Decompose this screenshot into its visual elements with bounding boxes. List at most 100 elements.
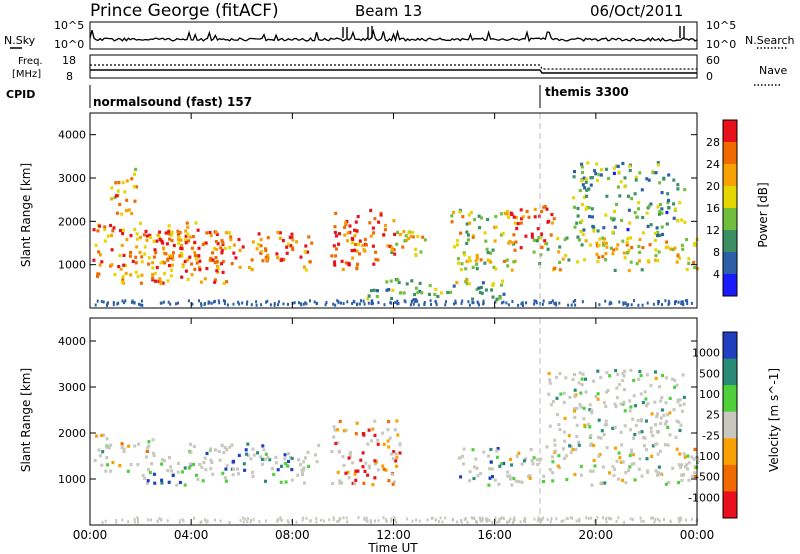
data-cell <box>281 239 285 243</box>
data-cell <box>475 253 479 257</box>
data-cell <box>145 481 149 485</box>
data-cell <box>190 246 194 250</box>
data-cell <box>168 456 171 460</box>
data-cell <box>592 458 596 463</box>
data-cell <box>634 175 638 179</box>
data-cell <box>654 370 657 374</box>
data-cell <box>681 247 685 251</box>
data-cell <box>346 231 350 235</box>
data-cell <box>197 254 201 258</box>
data-cell <box>367 294 371 298</box>
data-cell <box>396 278 400 282</box>
data-cell <box>260 457 264 461</box>
data-cell <box>627 208 631 212</box>
data-cell <box>454 301 457 305</box>
data-cell <box>680 473 683 477</box>
data-cell <box>656 259 660 263</box>
data-cell <box>509 517 512 521</box>
data-cell <box>216 266 220 270</box>
data-cell <box>315 460 319 464</box>
data-cell <box>390 246 394 250</box>
data-cell <box>589 183 593 187</box>
data-cell <box>622 374 626 378</box>
data-cell <box>592 379 596 383</box>
data-cell <box>511 241 515 245</box>
data-cell <box>672 178 676 182</box>
data-cell <box>612 473 616 478</box>
data-cell <box>209 467 213 471</box>
data-cell <box>563 439 567 443</box>
data-cell <box>121 299 124 303</box>
data-cell <box>571 377 575 382</box>
data-cell <box>676 254 680 258</box>
data-cell <box>198 268 202 272</box>
data-cell <box>623 185 627 189</box>
data-cell <box>575 519 578 523</box>
data-cell <box>220 248 224 252</box>
data-cell <box>638 259 641 263</box>
data-cell <box>519 520 522 524</box>
data-cell <box>193 267 197 271</box>
data-cell <box>302 460 306 464</box>
data-cell <box>677 463 681 467</box>
data-cell <box>569 450 573 454</box>
data-cell <box>353 228 357 232</box>
data-cell <box>637 244 641 249</box>
nave-label: Nave <box>759 64 787 77</box>
data-cell <box>468 470 472 474</box>
data-cell <box>677 420 681 424</box>
data-cell <box>645 177 649 181</box>
data-cell <box>460 262 464 266</box>
data-cell <box>110 263 114 267</box>
data-cell <box>243 468 247 472</box>
data-cell <box>455 239 459 243</box>
data-cell <box>238 248 242 252</box>
data-cell <box>481 517 484 521</box>
data-cell <box>505 212 509 216</box>
data-cell <box>373 433 377 437</box>
data-cell <box>646 402 650 406</box>
data-cell <box>490 288 494 292</box>
colorbar-tick-label: 1000 <box>692 347 720 360</box>
data-cell <box>641 401 645 405</box>
data-cell <box>635 262 639 266</box>
data-cell <box>302 466 306 470</box>
data-cell <box>158 230 162 234</box>
data-cell <box>224 300 226 303</box>
data-cell <box>634 423 638 427</box>
data-cell <box>193 253 197 258</box>
data-cell <box>656 161 660 165</box>
data-cell <box>136 520 139 524</box>
data-cell <box>621 478 625 482</box>
data-cell <box>460 519 462 522</box>
data-cell <box>155 239 159 243</box>
data-cell <box>491 283 495 287</box>
data-cell <box>322 519 325 523</box>
data-cell <box>151 278 155 282</box>
data-cell <box>564 454 568 458</box>
data-cell <box>203 518 206 522</box>
data-cell <box>353 482 357 486</box>
data-cell <box>238 302 241 306</box>
data-cell <box>661 303 663 307</box>
data-cell <box>513 518 516 522</box>
data-cell <box>343 233 347 237</box>
data-cell <box>685 518 688 522</box>
data-cell <box>420 291 424 295</box>
data-cell <box>196 228 200 232</box>
data-cell <box>225 448 229 452</box>
colorbar-tick-label: 20 <box>706 180 720 193</box>
nsky-tick-top: 10^5 <box>54 19 84 32</box>
data-cell <box>289 244 293 248</box>
data-cell <box>664 376 668 380</box>
data-cell <box>577 519 580 523</box>
colorbar-swatch <box>723 411 737 439</box>
data-cell <box>658 449 662 453</box>
data-cell <box>678 428 682 433</box>
data-cell <box>556 413 559 417</box>
data-cell <box>445 300 447 304</box>
data-cell <box>246 300 249 304</box>
data-cell <box>668 411 672 415</box>
data-cell <box>536 519 539 523</box>
data-cell <box>597 418 601 422</box>
